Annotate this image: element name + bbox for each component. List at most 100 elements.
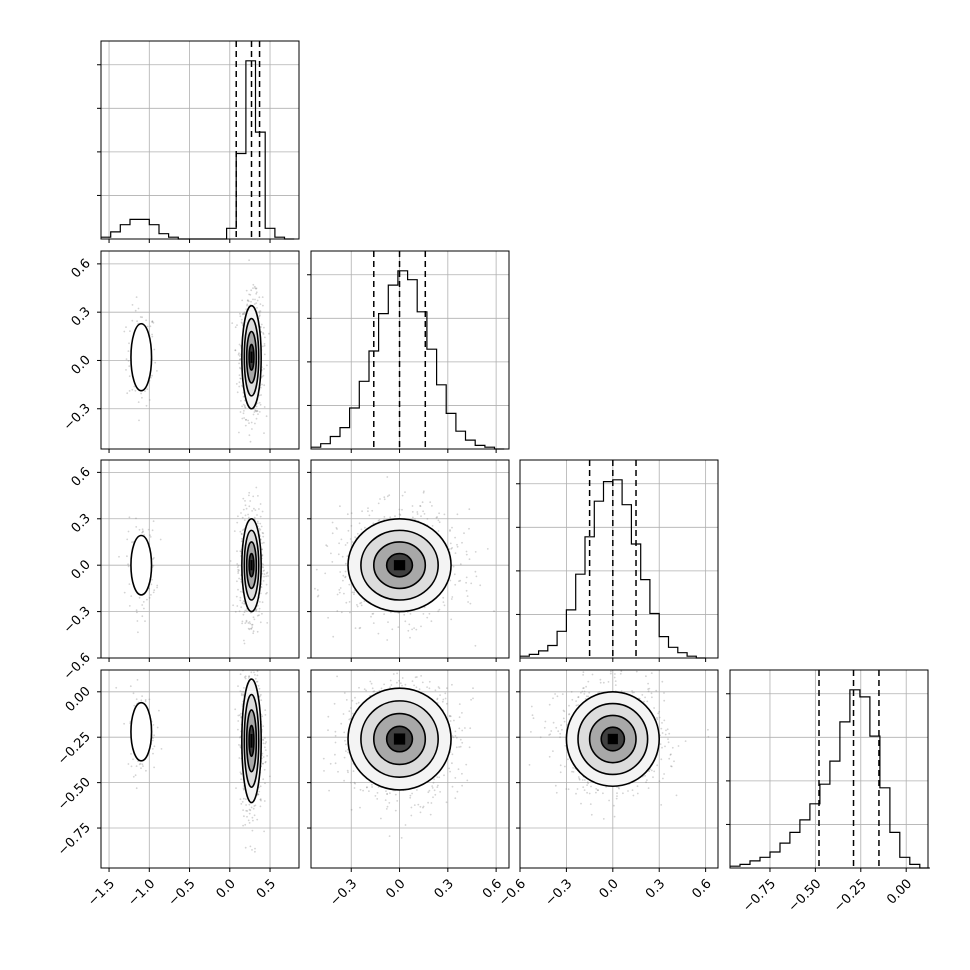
histogram-panel-p0 xyxy=(97,40,300,243)
scatter-point xyxy=(248,491,251,494)
scatter-point xyxy=(248,422,250,424)
scatter-point xyxy=(240,712,242,715)
scatter-point xyxy=(383,498,386,501)
scatter-point xyxy=(653,707,655,709)
scatter-point xyxy=(240,606,243,609)
scatter-point xyxy=(355,655,357,657)
scatter-point xyxy=(235,787,237,789)
scatter-point xyxy=(240,512,242,514)
scatter-point xyxy=(244,424,247,427)
scatter-point xyxy=(254,847,256,850)
scatter-point xyxy=(132,758,134,761)
scatter-point xyxy=(449,530,451,532)
scatter-point xyxy=(129,330,131,332)
scatter-point xyxy=(252,283,255,286)
scatter-point xyxy=(383,496,386,499)
scatter-point xyxy=(339,587,342,589)
histogram-frame-p1 xyxy=(310,250,510,450)
scatter-point xyxy=(355,702,358,705)
scatter-point xyxy=(258,315,261,318)
scatter-point xyxy=(242,600,245,603)
scatter-point xyxy=(457,768,460,771)
scatter-point xyxy=(367,510,369,513)
scatter-point xyxy=(648,770,650,773)
scatter-point xyxy=(130,765,133,768)
scatter-point xyxy=(456,545,459,548)
scatter-point xyxy=(461,712,463,714)
scatter-point xyxy=(413,627,415,629)
scatter-point xyxy=(364,526,366,529)
scatter-point xyxy=(436,516,438,518)
scatter-point xyxy=(548,734,550,736)
scatter-point xyxy=(465,589,468,592)
scatter-point xyxy=(433,778,436,781)
scatter-point xyxy=(368,790,370,792)
scatter-point xyxy=(258,401,261,404)
scatter-point xyxy=(246,610,248,612)
scatter-point xyxy=(261,542,263,545)
scatter-point xyxy=(238,610,241,613)
scatter-point xyxy=(348,710,351,713)
scatter-point xyxy=(451,762,453,765)
scatter-point xyxy=(444,697,447,700)
scatter-point xyxy=(449,542,452,545)
scatter-point xyxy=(151,335,154,338)
scatter-point xyxy=(256,604,259,607)
scatter-point xyxy=(602,681,605,684)
scatter-point xyxy=(398,679,400,682)
scatter-point xyxy=(146,325,149,328)
scatter-point xyxy=(240,318,243,321)
scatter-point xyxy=(255,608,258,611)
scatter-point xyxy=(254,410,257,412)
scatter-point xyxy=(343,756,346,759)
scatter-point xyxy=(262,742,265,745)
scatter-point xyxy=(136,611,138,614)
scatter-point xyxy=(373,690,376,693)
scatter-point xyxy=(438,521,441,524)
scatter-point xyxy=(241,405,244,408)
scatter-point xyxy=(260,331,263,333)
scatter-point xyxy=(128,516,131,519)
scatter-point xyxy=(684,740,687,742)
scatter-point xyxy=(239,690,242,693)
scatter-point xyxy=(239,771,242,774)
scatter-point xyxy=(383,683,385,686)
scatter-point xyxy=(409,794,412,797)
scatter-point xyxy=(399,514,402,516)
scatter-point xyxy=(451,753,454,756)
scatter-point xyxy=(631,789,634,791)
scatter-point xyxy=(255,292,258,295)
contour-line xyxy=(245,709,258,773)
scatter-point xyxy=(248,434,251,437)
scatter-point xyxy=(242,693,245,696)
scatter-point xyxy=(251,626,254,629)
scatter-point xyxy=(259,326,262,328)
scatter-point xyxy=(261,548,263,551)
scatter-point xyxy=(253,618,256,621)
scatter-point xyxy=(245,507,248,510)
scatter-point xyxy=(243,603,246,605)
scatter-point xyxy=(240,772,243,775)
scatter-point xyxy=(241,384,243,387)
scatter-point xyxy=(256,409,258,412)
scatter-point xyxy=(258,695,261,697)
scatter-point xyxy=(264,737,266,739)
scatter-point xyxy=(248,812,251,815)
scatter-point xyxy=(151,320,154,323)
scatter-point xyxy=(137,307,140,310)
scatter-point xyxy=(239,599,242,602)
scatter-point xyxy=(249,293,252,296)
scatter-point xyxy=(247,513,250,516)
scatter-point xyxy=(461,741,464,744)
scatter-point xyxy=(334,735,337,737)
scatter-point xyxy=(244,622,247,624)
scatter-point xyxy=(262,333,265,335)
scatter-point xyxy=(239,530,242,533)
scatter-point xyxy=(354,782,356,785)
scatter-point xyxy=(158,709,160,712)
scatter-point xyxy=(247,665,249,667)
scatter-point xyxy=(253,507,255,510)
scatter-point xyxy=(263,384,266,387)
scatter-point xyxy=(137,631,139,634)
scatter-point xyxy=(127,565,130,568)
